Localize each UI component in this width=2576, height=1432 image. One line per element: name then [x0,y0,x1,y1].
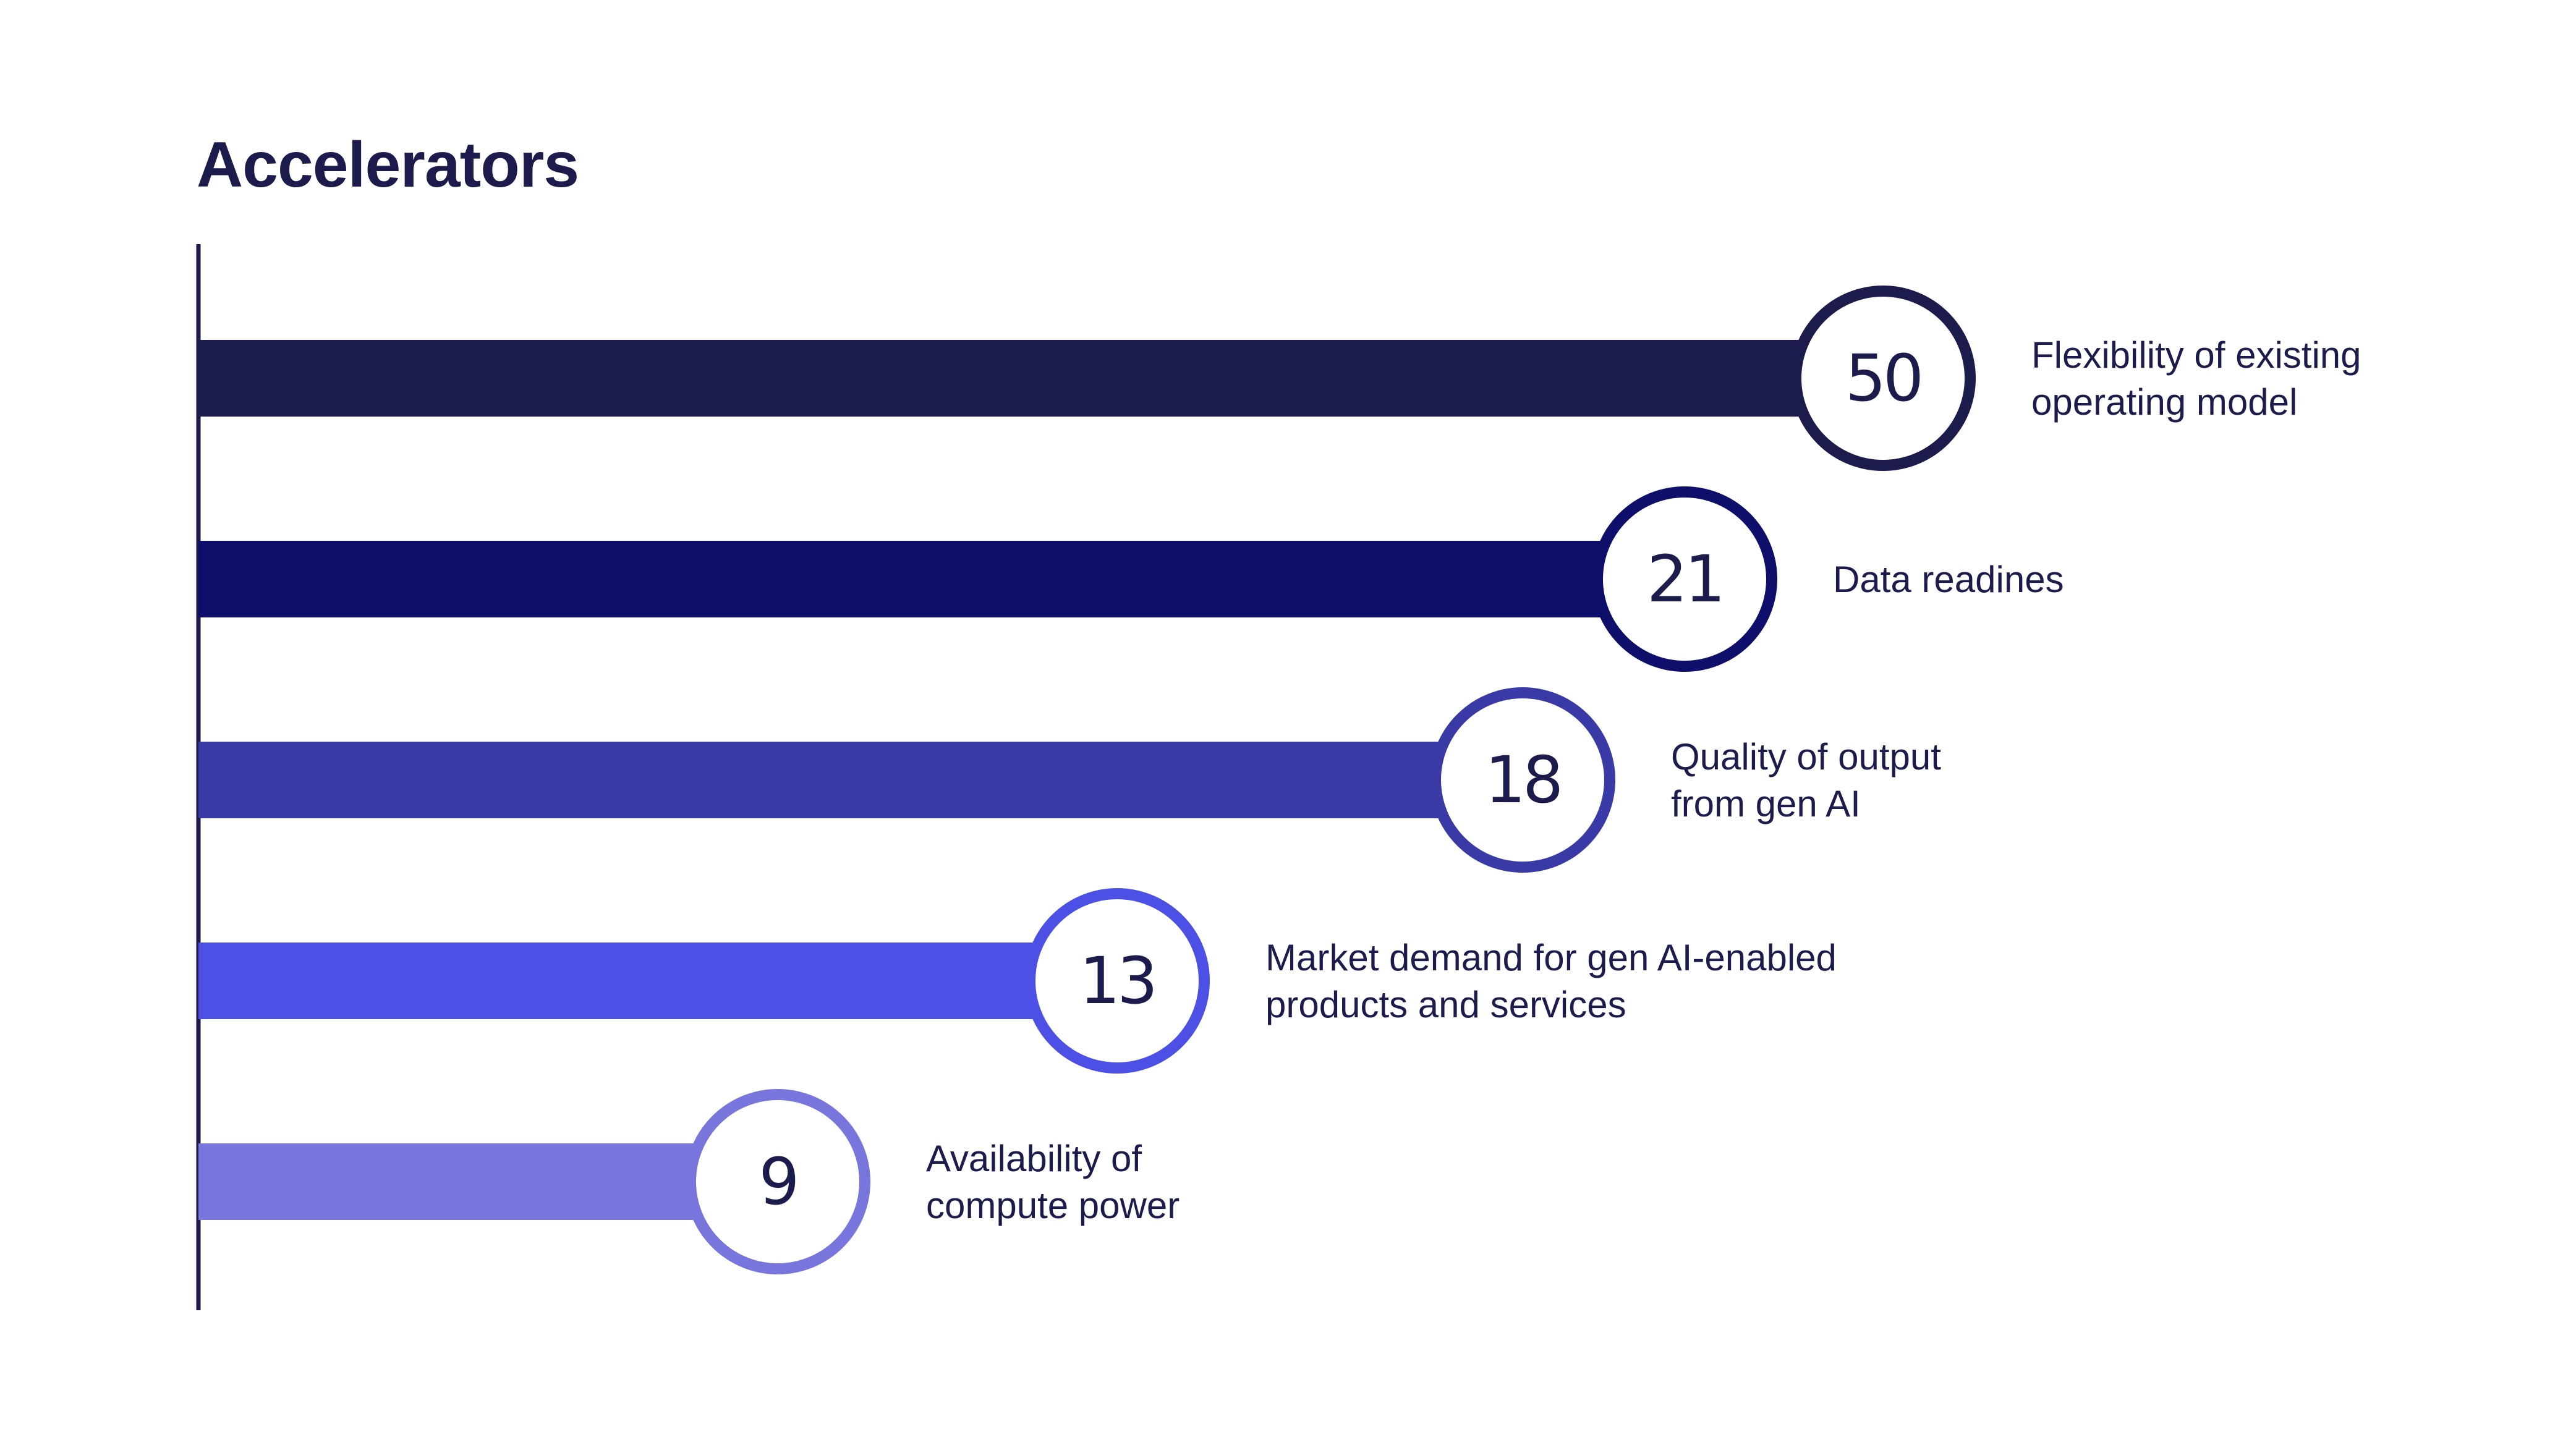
bar-5 [198,1143,778,1220]
chart-title: Accelerators [197,129,579,201]
bar-end-circle-3 [1430,687,1615,873]
bar-end-circle-5 [685,1089,870,1274]
value-label-3: 18 [1485,742,1560,818]
category-label-line: Quality of output [1671,736,1941,777]
value-label-1: 50 [1845,341,1921,416]
value-label-4: 13 [1079,943,1155,1019]
category-label-line: Flexibility of existing [2031,334,2361,376]
bar-3 [198,742,1523,818]
category-label-line: compute power [926,1185,1180,1226]
category-label-line: Data readines [1833,559,2064,600]
category-label-3: Quality of output from gen AI [1671,736,1941,824]
bar-marks: 50 Flexibility of existing operating model… [198,286,2361,1274]
category-label-4: Market demand for gen AI-enabled products… [1265,937,1837,1025]
value-label-2: 21 [1647,541,1722,617]
bar-1 [198,340,1883,417]
category-label-1: Flexibility of existing operating model [2031,334,2361,423]
category-label-line: Market demand for gen AI-enabled [1265,937,1837,978]
category-label-line: products and services [1265,984,1626,1025]
bar-2 [198,541,1685,617]
category-label-5: Availability of compute power [926,1138,1180,1226]
value-label-5: 9 [759,1144,796,1219]
category-label-line: Availability of [926,1138,1142,1179]
category-label-line: operating model [2031,381,2297,423]
bar-4 [198,943,1117,1019]
category-label-line: from gen AI [1671,783,1861,824]
category-label-2: Data readines [1833,559,2064,600]
bar-end-circle-2 [1592,486,1777,672]
bar-end-circle-4 [1024,888,1210,1074]
bar-end-circle-1 [1790,286,1976,471]
